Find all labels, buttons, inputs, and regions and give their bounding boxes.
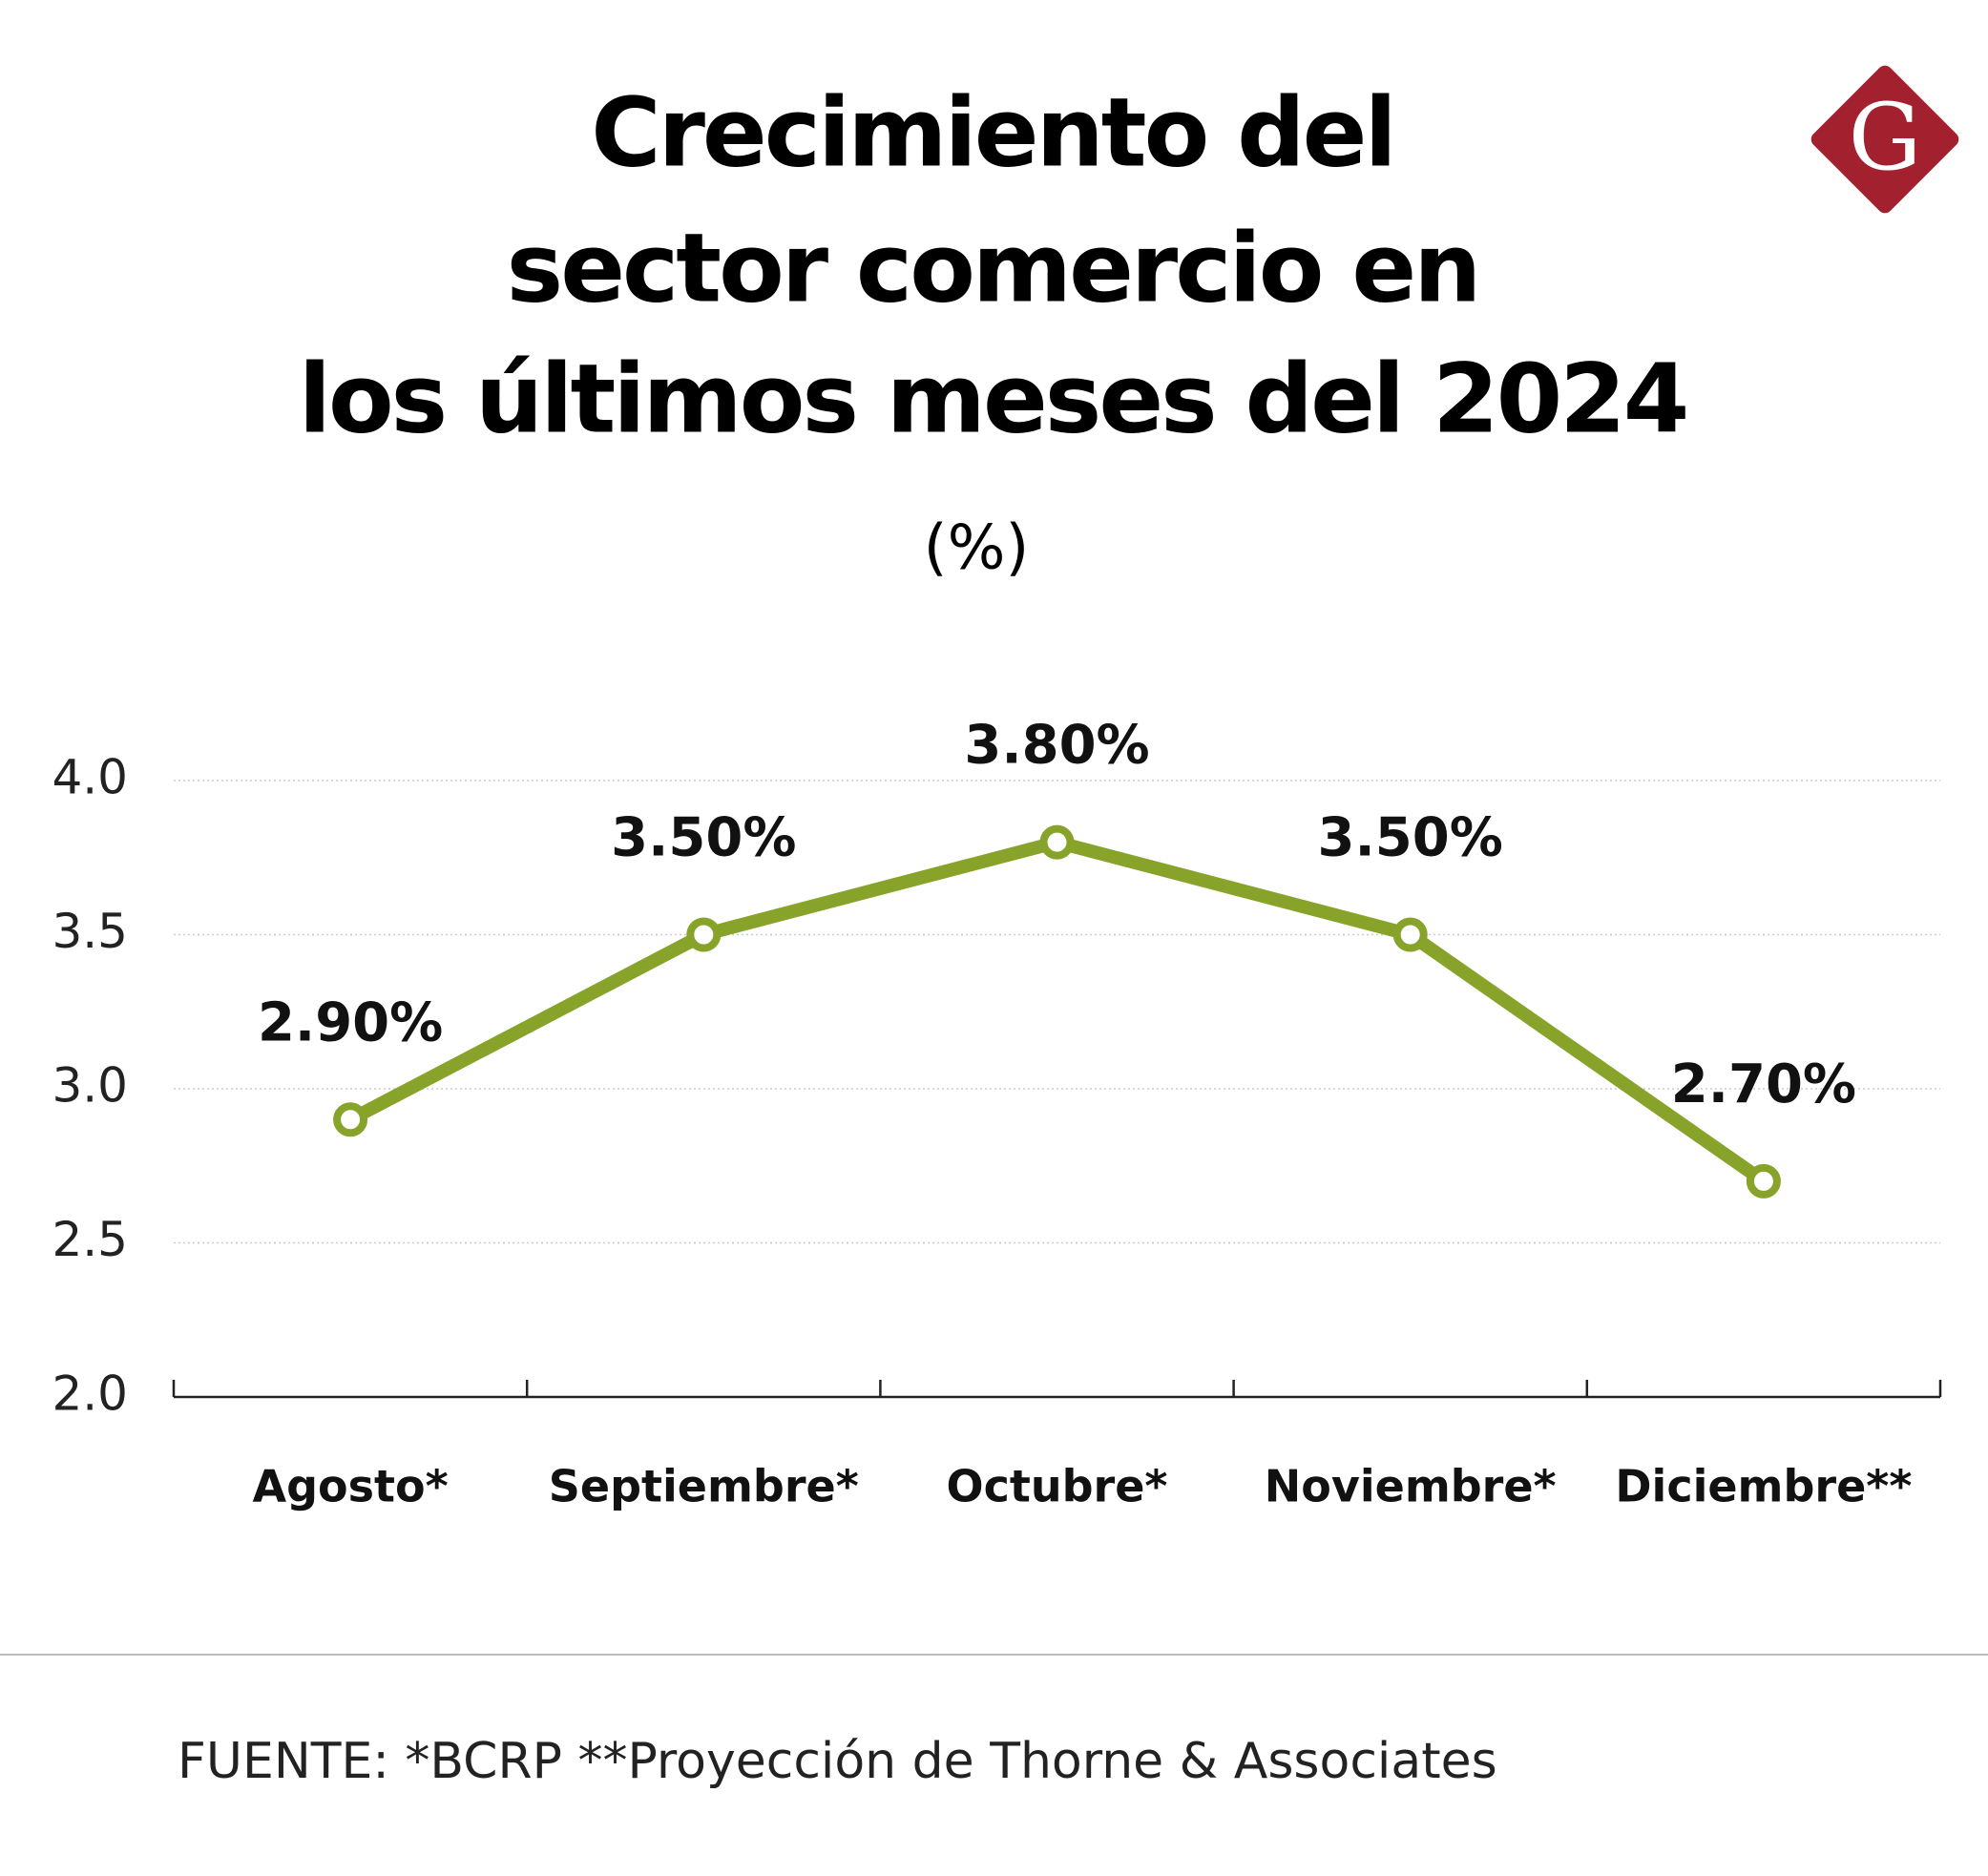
x-tick-label: Noviembre* — [1265, 1461, 1557, 1512]
x-tick-label: Octubre* — [947, 1461, 1168, 1512]
chart-title: los últimos meses del 2024 — [299, 343, 1687, 454]
chart-title: Crecimiento del — [591, 76, 1394, 188]
logo-letter: G — [1849, 84, 1922, 191]
y-tick-label: 2.5 — [52, 1212, 128, 1267]
data-label: 3.50% — [1318, 807, 1503, 869]
y-tick-label: 3.0 — [52, 1058, 128, 1114]
data-label: 2.70% — [1671, 1053, 1856, 1115]
point — [333, 1102, 368, 1137]
x-tick-label: Diciembre** — [1615, 1461, 1912, 1512]
y-tick-label: 2.0 — [52, 1366, 128, 1422]
data-label: 3.80% — [964, 715, 1149, 777]
x-tick-label: Agosto* — [253, 1461, 449, 1512]
y-tick-label: 3.5 — [52, 904, 128, 959]
logo: G — [1810, 65, 1959, 214]
data-label: 3.50% — [611, 807, 796, 869]
data-label: 2.90% — [258, 991, 443, 1053]
logo-diamond — [1810, 65, 1959, 214]
chart-title: sector comercio en — [507, 212, 1479, 323]
point — [1039, 824, 1075, 860]
point — [1392, 917, 1428, 952]
point — [1746, 1163, 1781, 1199]
y-tick-label: 4.0 — [52, 750, 128, 805]
point — [686, 917, 722, 952]
x-tick-label: Septiembre* — [549, 1461, 859, 1512]
chart-subtitle: (%) — [924, 513, 1030, 584]
source: FUENTE: *BCRP **Proyección de Thorne & A… — [178, 1733, 1497, 1790]
